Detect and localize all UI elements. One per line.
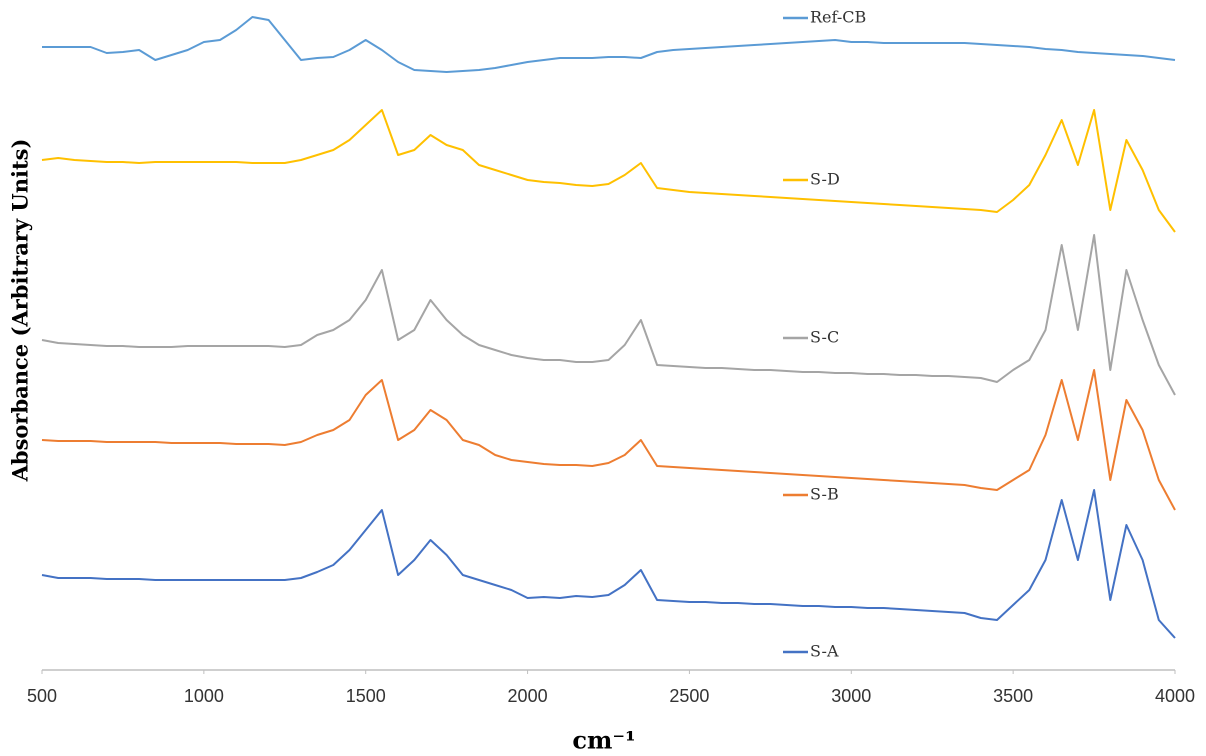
x-tick-label: 3000 bbox=[831, 686, 871, 706]
spectrum-line bbox=[41, 369, 1176, 511]
x-axis-label: cm⁻¹ bbox=[572, 726, 635, 755]
legend-label: S-A bbox=[810, 642, 839, 661]
spectrum-line bbox=[41, 234, 1176, 396]
spectrum-line bbox=[42, 16, 1176, 73]
y-axis-label: Absorbance (Arbitrary Units) bbox=[8, 139, 33, 483]
x-tick-label: 2000 bbox=[508, 686, 548, 706]
legend-label: S-C bbox=[810, 328, 839, 347]
x-tick-label: 3500 bbox=[993, 686, 1033, 706]
spectrum-line bbox=[41, 109, 1176, 233]
x-tick-label: 500 bbox=[27, 686, 57, 706]
x-tick-label: 1500 bbox=[346, 686, 386, 706]
x-tick-label: 2500 bbox=[669, 686, 709, 706]
legend-label: S-D bbox=[810, 170, 840, 189]
spectrum-line bbox=[41, 489, 1176, 639]
legend-label: Ref-CB bbox=[810, 8, 866, 27]
x-tick-label: 4000 bbox=[1155, 686, 1195, 706]
x-tick-label: 1000 bbox=[184, 686, 224, 706]
legend-label: S-B bbox=[810, 485, 839, 504]
